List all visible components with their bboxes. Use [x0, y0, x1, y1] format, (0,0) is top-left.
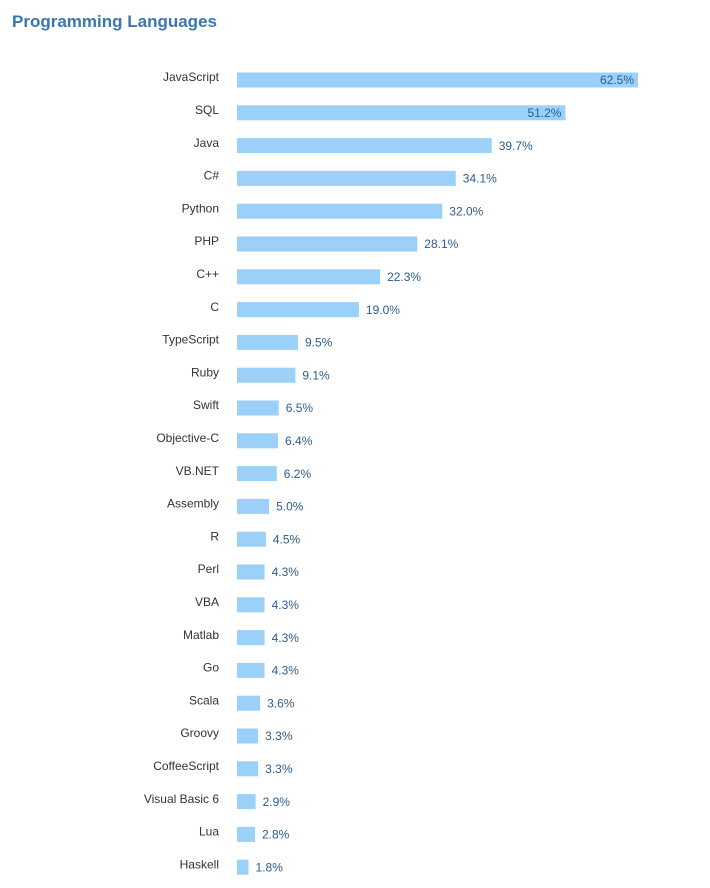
category-label: Groovy — [180, 726, 219, 740]
category-label: CoffeeScript — [153, 759, 219, 773]
value-label: 6.2% — [284, 467, 312, 481]
category-label: Swift — [193, 398, 220, 412]
category-label: Ruby — [191, 365, 219, 379]
category-label: Scala — [189, 693, 219, 707]
bar — [237, 630, 265, 646]
bar — [237, 433, 279, 449]
value-label: 4.3% — [272, 631, 300, 645]
category-label: JavaScript — [163, 70, 220, 84]
category-label: VBA — [195, 595, 219, 609]
category-label: Go — [203, 661, 219, 675]
value-label: 2.8% — [262, 828, 290, 842]
bar — [237, 597, 265, 613]
bar — [237, 105, 566, 121]
value-label: 19.0% — [366, 303, 400, 317]
category-label: Objective-C — [156, 431, 219, 445]
category-label: Haskell — [180, 857, 219, 871]
value-label: 3.3% — [265, 729, 293, 743]
bar — [237, 794, 256, 810]
value-label: 62.5% — [600, 73, 634, 87]
value-label: 4.3% — [272, 565, 300, 579]
bar — [237, 367, 296, 383]
category-label: TypeScript — [162, 333, 219, 347]
category-label: C++ — [196, 267, 219, 281]
bar — [237, 826, 255, 842]
value-label: 4.5% — [273, 532, 301, 546]
bar — [237, 564, 265, 580]
bar — [237, 302, 359, 318]
value-label: 3.3% — [265, 762, 293, 776]
value-label: 6.4% — [285, 434, 313, 448]
value-label: 22.3% — [387, 270, 421, 284]
value-label: 1.8% — [256, 860, 284, 874]
value-label: 34.1% — [463, 172, 497, 186]
category-label: C# — [204, 169, 220, 183]
bar — [237, 728, 259, 744]
value-label: 51.2% — [527, 106, 561, 120]
category-label: VB.NET — [176, 464, 220, 478]
value-label: 4.3% — [272, 664, 300, 678]
category-label: PHP — [194, 234, 219, 248]
value-label: 4.3% — [272, 598, 300, 612]
bar — [237, 269, 381, 285]
bar — [237, 761, 259, 777]
bar — [237, 498, 270, 514]
category-label: Python — [182, 201, 219, 215]
value-label: 6.5% — [286, 401, 314, 415]
bar — [237, 466, 277, 482]
category-label: Lua — [199, 825, 219, 839]
category-label: Perl — [198, 562, 219, 576]
category-label: SQL — [195, 103, 219, 117]
bar — [237, 203, 443, 219]
bar — [237, 662, 265, 678]
value-label: 5.0% — [276, 500, 304, 514]
category-label: Matlab — [183, 628, 219, 642]
value-label: 28.1% — [424, 237, 458, 251]
bar — [237, 72, 638, 88]
bar — [237, 859, 249, 875]
value-label: 3.6% — [267, 696, 295, 710]
bar — [237, 170, 456, 186]
bar — [237, 138, 492, 154]
value-label: 39.7% — [499, 139, 533, 153]
category-label: Java — [194, 136, 220, 150]
category-label: C — [210, 300, 219, 314]
bar — [237, 236, 418, 252]
value-label: 32.0% — [449, 204, 483, 218]
bar — [237, 334, 298, 350]
value-label: 2.9% — [263, 795, 291, 809]
bar — [237, 531, 266, 547]
bar — [237, 695, 261, 711]
chart-title: Programming Languages — [12, 12, 217, 31]
category-label: Visual Basic 6 — [144, 792, 219, 806]
value-label: 9.5% — [305, 336, 333, 350]
category-label: R — [210, 529, 219, 543]
category-label: Assembly — [167, 497, 219, 511]
bar — [237, 400, 279, 416]
value-label: 9.1% — [302, 368, 330, 382]
